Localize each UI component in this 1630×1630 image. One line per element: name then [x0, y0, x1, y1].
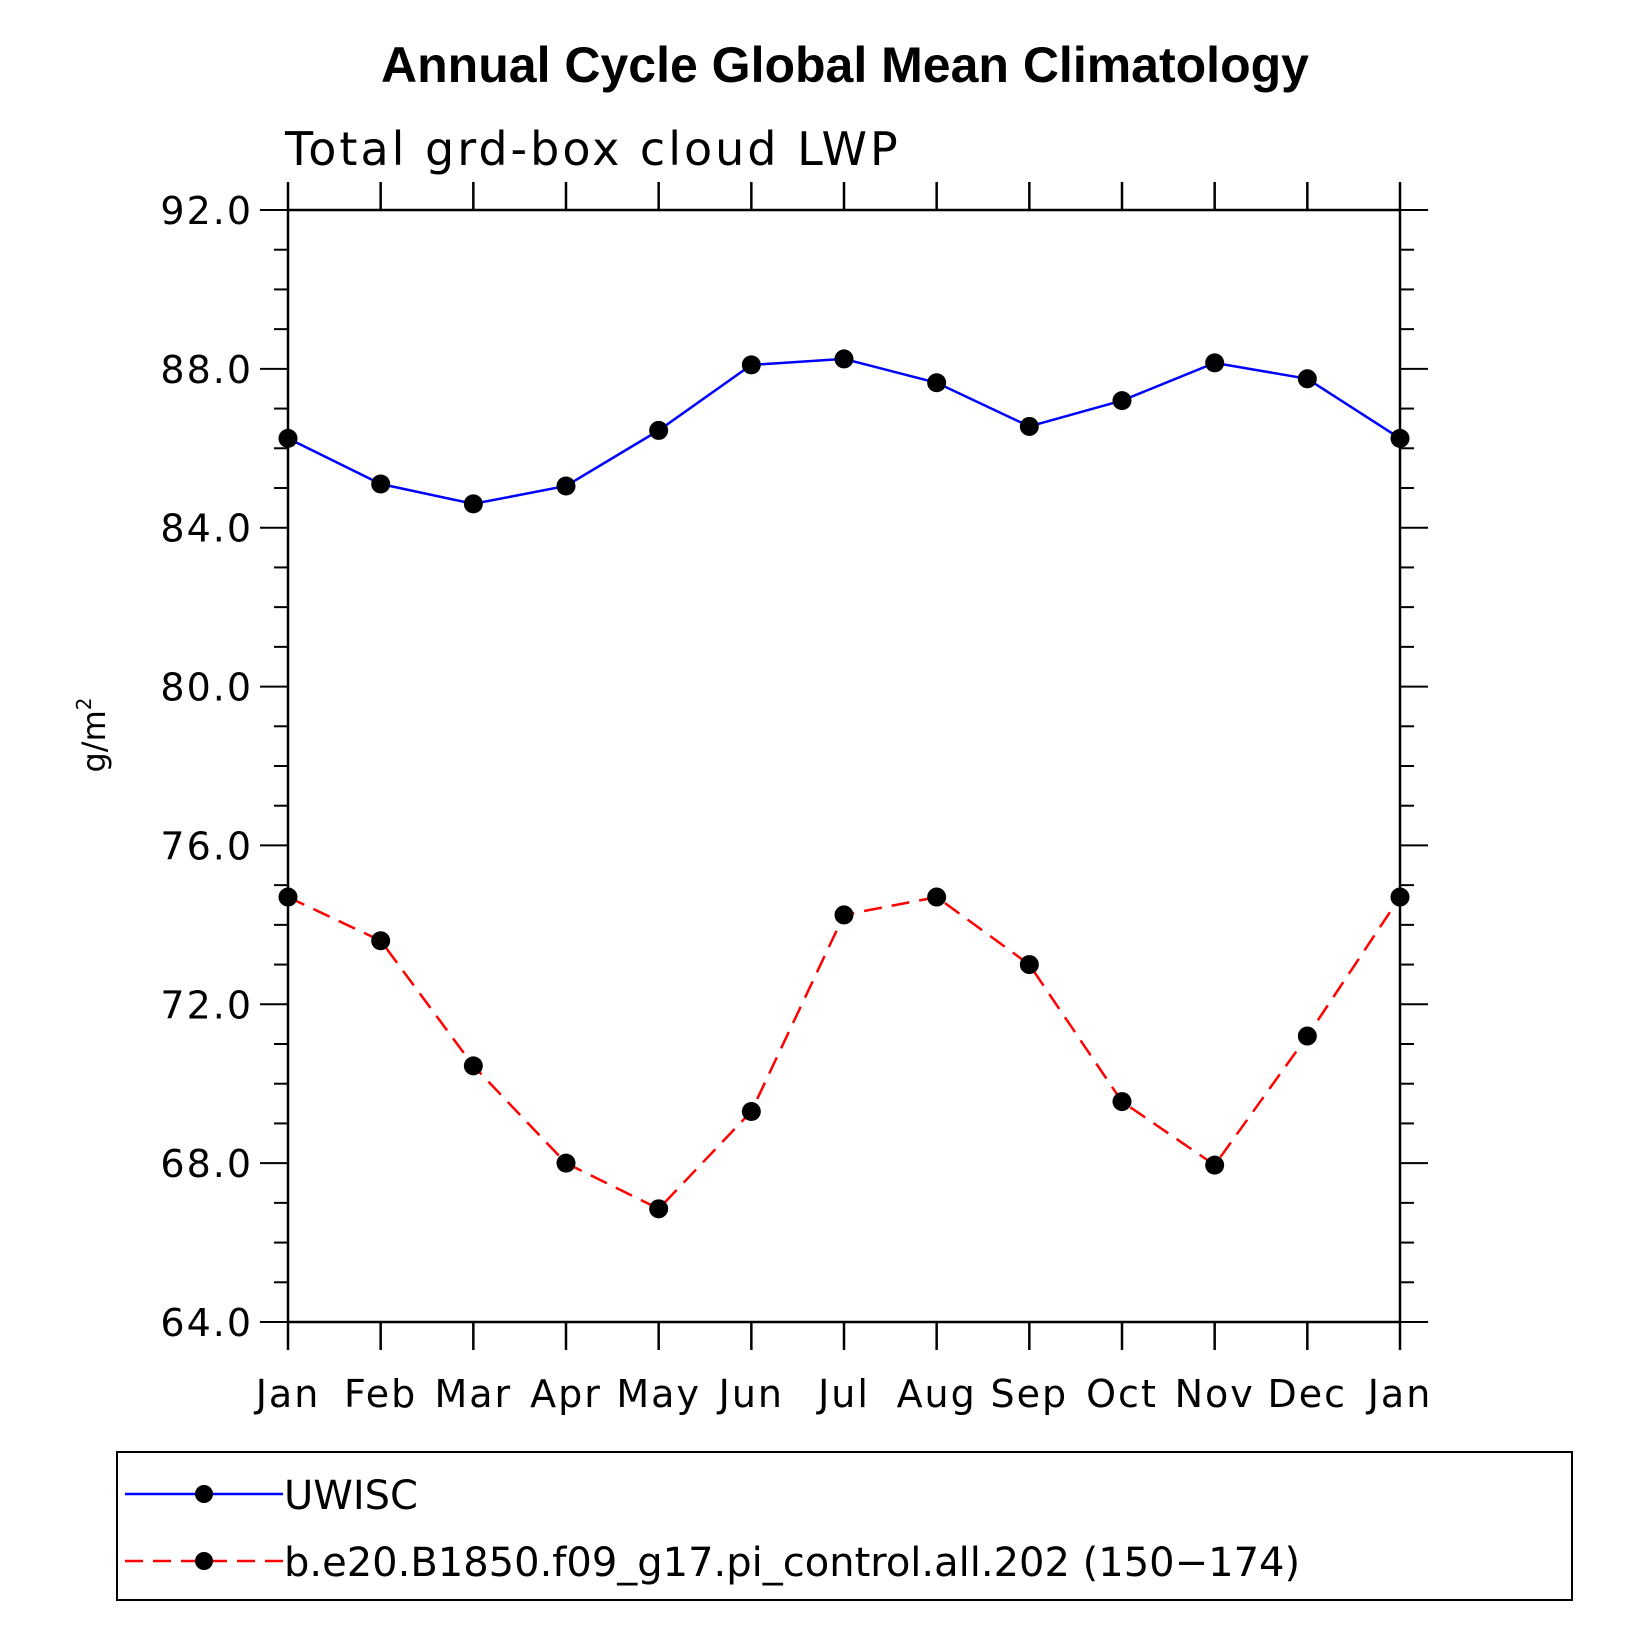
- legend-marker-model: [195, 1552, 213, 1570]
- svg-text:g/m2: g/m2: [72, 698, 113, 773]
- data-point-series-1: [1112, 1092, 1132, 1112]
- data-point-series-0: [741, 355, 761, 375]
- y-axis-label-superscript: 2: [72, 698, 96, 711]
- data-point-series-1: [834, 905, 854, 925]
- plot-axes: [286, 208, 1402, 1324]
- x-tick-label: Jan: [254, 1372, 321, 1416]
- x-tick-label: May: [616, 1372, 701, 1416]
- x-tick-label: Feb: [344, 1372, 417, 1416]
- y-tick-label: 88.0: [160, 348, 253, 392]
- data-point-series-1: [278, 887, 298, 907]
- y-tick-label: 76.0: [160, 824, 253, 868]
- y-tick-label: 72.0: [160, 983, 253, 1027]
- y-tick-label: 68.0: [160, 1142, 253, 1186]
- data-point-series-1: [556, 1153, 576, 1173]
- data-point-series-0: [834, 349, 854, 369]
- legend-box: [116, 1451, 1573, 1601]
- legend-marker-uwisc: [195, 1485, 213, 1503]
- plot-frame: [286, 208, 1402, 1324]
- x-axis-ticks: Jan Feb Mar Apr May Jun Jul Aug Sep Oct Nov Dec Jan: [254, 182, 1433, 1416]
- data-point-series-0: [1019, 416, 1039, 436]
- x-tick-label: Oct: [1086, 1372, 1158, 1416]
- data-point-series-0: [649, 420, 669, 440]
- data-point-series-0: [1390, 428, 1410, 448]
- chart-title: Annual Cycle Global Mean Climatology: [381, 37, 1309, 93]
- legend-label-uwisc: UWISC: [284, 1473, 418, 1519]
- data-point-series-1: [1205, 1155, 1225, 1175]
- x-tick-label: Sep: [991, 1372, 1069, 1416]
- x-tick-label: Aug: [897, 1372, 977, 1416]
- data-point-series-0: [278, 428, 298, 448]
- x-tick-label: Dec: [1268, 1372, 1348, 1416]
- data-point-series-0: [927, 373, 947, 393]
- legend-label-model: b.e20.B1850.f09_g17.pi_control.all.202 (…: [284, 1540, 1300, 1586]
- series-line-1: [287, 895, 1402, 1211]
- y-axis-label: g/m2: [72, 698, 113, 773]
- data-point-series-0: [556, 476, 576, 496]
- x-tick-label: Jan: [1366, 1372, 1433, 1416]
- x-tick-label: Jun: [717, 1372, 784, 1416]
- data-point-series-0: [371, 474, 391, 494]
- y-tick-label: 80.0: [160, 666, 253, 710]
- series-layer: [278, 349, 1410, 1219]
- data-point-series-1: [1390, 887, 1410, 907]
- legend: UWISC b.e20.B1850.f09_g17.pi_control.all…: [116, 1451, 1573, 1601]
- x-tick-label: Nov: [1175, 1372, 1255, 1416]
- x-tick-label: Jul: [816, 1372, 870, 1416]
- data-point-series-0: [1112, 391, 1132, 411]
- chart-subtitle: Total grd-box cloud LWP: [284, 122, 901, 176]
- data-point-series-1: [649, 1199, 669, 1219]
- data-point-series-0: [463, 494, 483, 514]
- data-point-series-1: [463, 1056, 483, 1076]
- x-tick-label: Apr: [530, 1372, 602, 1416]
- y-tick-label: 84.0: [160, 507, 253, 551]
- data-point-series-1: [741, 1102, 761, 1122]
- series-line-0: [287, 357, 1401, 506]
- y-tick-label: 64.0: [160, 1301, 253, 1345]
- y-axis-ticks: 64.0 68.0 72.0 76.0 80.0 84.0 88.0 92.0: [160, 189, 1428, 1345]
- x-tick-label: Mar: [434, 1372, 512, 1416]
- y-axis-label-text: g/m: [75, 710, 113, 772]
- data-point-series-0: [1297, 369, 1317, 389]
- y-tick-label: 92.0: [160, 189, 253, 233]
- data-point-series-1: [1019, 955, 1039, 975]
- data-point-series-1: [1297, 1026, 1317, 1046]
- data-point-series-1: [371, 931, 391, 951]
- data-point-series-0: [1205, 353, 1225, 373]
- data-point-series-1: [927, 887, 947, 907]
